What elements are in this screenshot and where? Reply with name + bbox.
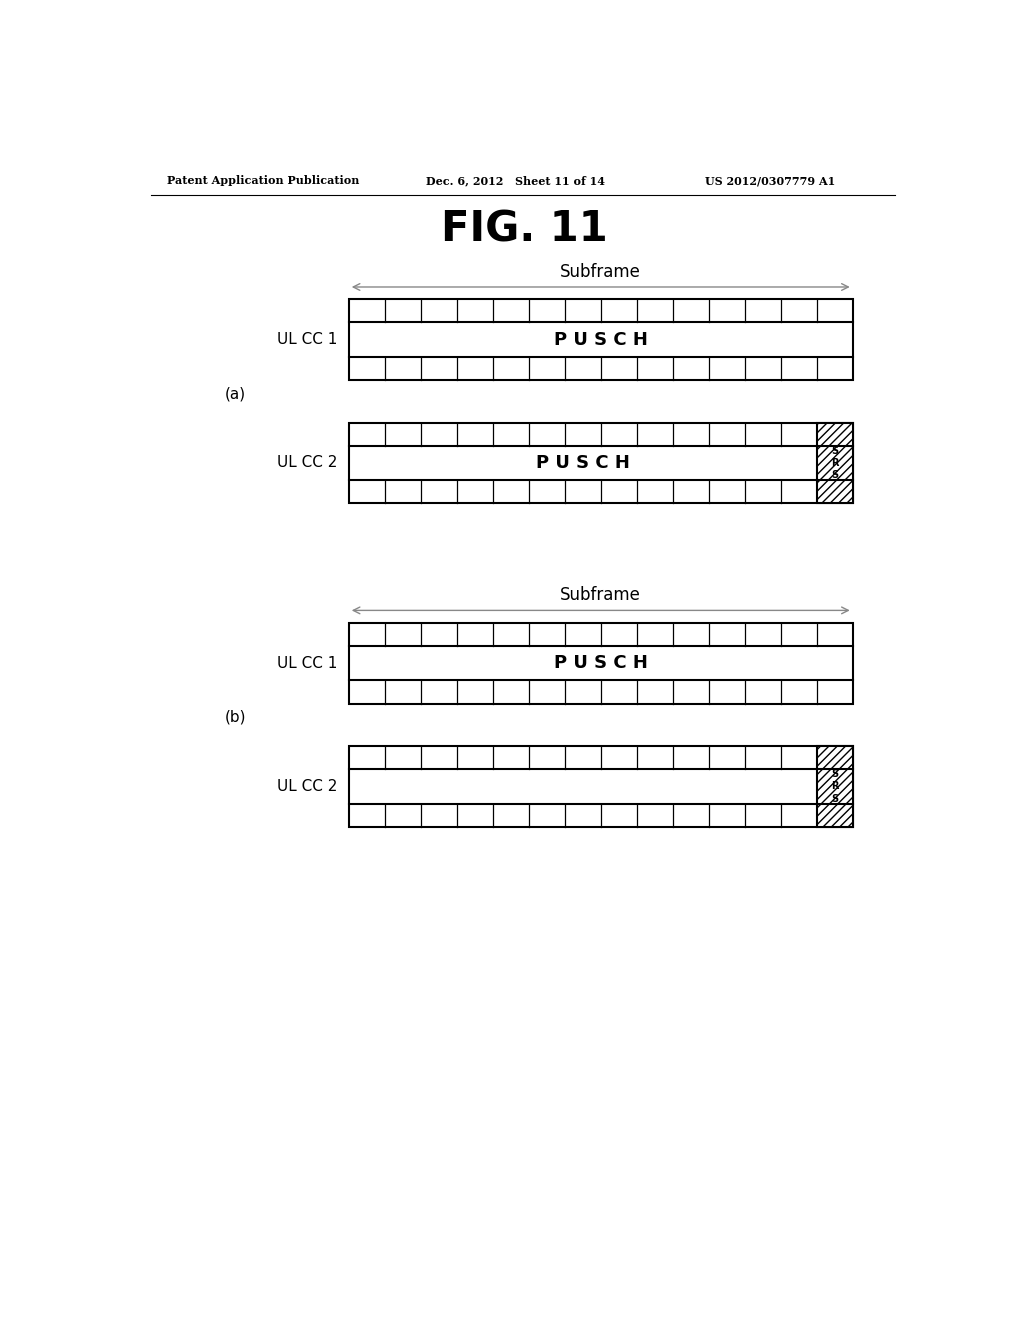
Bar	[817, 746, 853, 826]
Text: Subframe: Subframe	[560, 586, 641, 605]
Text: FIG. 11: FIG. 11	[441, 209, 608, 251]
Text: (a): (a)	[225, 387, 246, 401]
Text: US 2012/0307779 A1: US 2012/0307779 A1	[706, 176, 836, 186]
Text: UL CC 2: UL CC 2	[276, 455, 337, 470]
Bar	[349, 746, 853, 826]
Text: (b): (b)	[225, 710, 247, 725]
Text: P U S C H: P U S C H	[536, 454, 630, 473]
Text: Dec. 6, 2012   Sheet 11 of 14: Dec. 6, 2012 Sheet 11 of 14	[426, 176, 605, 186]
Bar	[817, 422, 853, 503]
Bar	[349, 300, 853, 380]
Text: S
R
S: S R S	[830, 770, 839, 804]
Text: UL CC 2: UL CC 2	[276, 779, 337, 793]
Text: S
R
S: S R S	[830, 446, 839, 480]
Text: P U S C H: P U S C H	[554, 331, 648, 348]
Text: UL CC 1: UL CC 1	[276, 656, 337, 671]
Text: Subframe: Subframe	[560, 263, 641, 281]
Bar	[349, 422, 853, 503]
Text: P U S C H: P U S C H	[554, 655, 648, 672]
Text: UL CC 1: UL CC 1	[276, 333, 337, 347]
Bar	[349, 623, 853, 704]
Text: Patent Application Publication: Patent Application Publication	[167, 176, 359, 186]
